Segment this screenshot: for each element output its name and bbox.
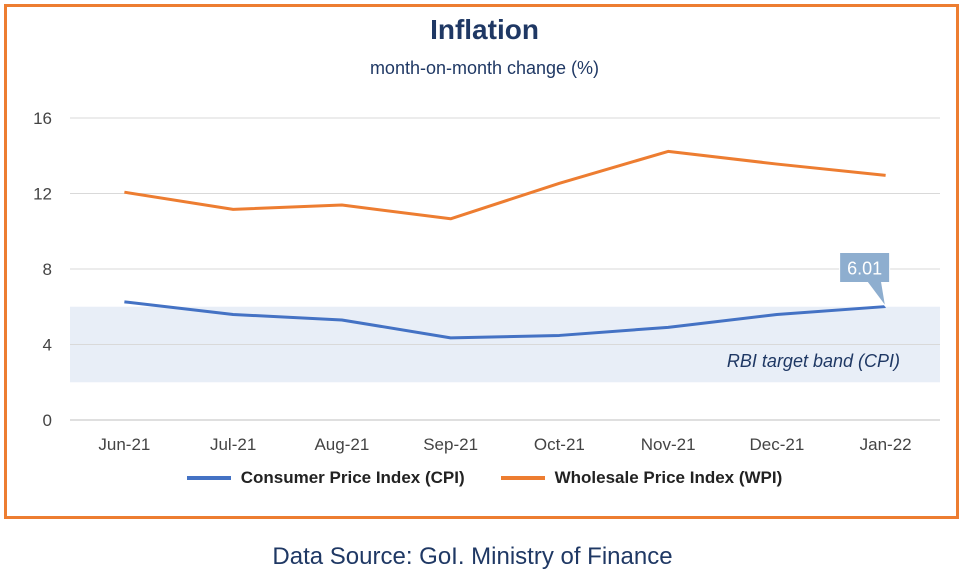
legend-item-cpi: Consumer Price Index (CPI) bbox=[186, 468, 465, 488]
y-tick-label: 16 bbox=[33, 109, 52, 128]
x-tick-label: Jan-22 bbox=[860, 435, 912, 454]
callout-box bbox=[839, 252, 891, 307]
y-tick-label: 12 bbox=[33, 185, 52, 204]
x-tick-label: Jul-21 bbox=[210, 435, 256, 454]
legend-swatch-wpi bbox=[500, 476, 545, 480]
legend-label-cpi: Consumer Price Index (CPI) bbox=[240, 468, 465, 487]
legend-item-wpi: Wholesale Price Index (WPI) bbox=[500, 468, 783, 488]
legend-swatch-cpi bbox=[186, 476, 231, 480]
x-tick-label: Aug-21 bbox=[314, 435, 369, 454]
chart-frame bbox=[4, 4, 959, 519]
callout-label: 6.01 bbox=[847, 259, 882, 279]
band-label: RBI target band (CPI) bbox=[727, 351, 900, 371]
legend: Consumer Price Index (CPI) Wholesale Pri… bbox=[0, 468, 969, 488]
data-source: Data Source: GoI. Ministry of Finance bbox=[272, 543, 673, 570]
x-tick-label: Sep-21 bbox=[423, 435, 478, 454]
x-tick-label: Dec-21 bbox=[749, 435, 804, 454]
y-tick-label: 8 bbox=[43, 260, 52, 279]
chart-subtitle: month-on-month change (%) bbox=[369, 58, 600, 78]
legend-label-wpi: Wholesale Price Index (WPI) bbox=[554, 468, 783, 487]
x-tick-label: Oct-21 bbox=[534, 435, 585, 454]
y-tick-label: 0 bbox=[43, 411, 52, 430]
y-tick-label: 4 bbox=[43, 336, 52, 355]
chart-title: Inflation bbox=[430, 14, 539, 45]
cpi-line bbox=[124, 300, 886, 340]
x-tick-label: Jun-21 bbox=[98, 435, 150, 454]
wpi-line bbox=[124, 149, 886, 221]
x-tick-label: Nov-21 bbox=[641, 435, 696, 454]
